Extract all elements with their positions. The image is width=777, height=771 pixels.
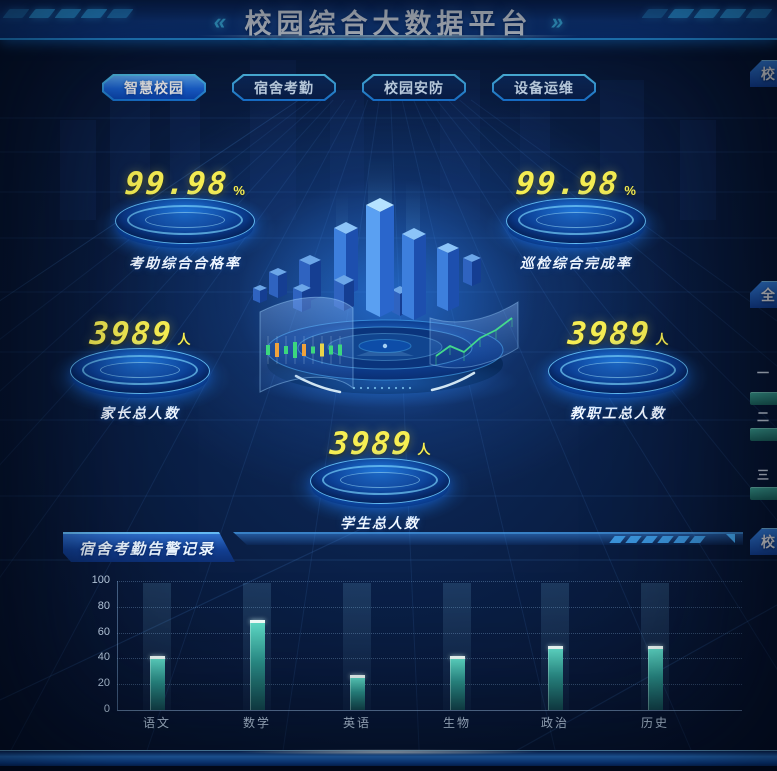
city-3d-visualization — [240, 158, 535, 420]
holo-platform-disc — [526, 338, 710, 410]
left-chevrons-icon: « — [213, 9, 227, 34]
side-panel-tab-top[interactable]: 校 — [750, 60, 777, 87]
tab-campus-security[interactable]: 校园安防 — [362, 74, 466, 101]
dash-icon — [54, 9, 82, 18]
footer-band — [0, 749, 777, 767]
holo-platform-disc — [288, 448, 472, 520]
holo-platform-disc — [93, 188, 277, 260]
holo-platform-disc — [484, 188, 668, 260]
dash-icon — [609, 536, 626, 543]
alarm-panel-title: 宿舍考勤告警记录 — [79, 540, 216, 558]
tab-equipment-ops[interactable]: 设备运维 — [492, 74, 596, 101]
rank-row-text: 三 — [757, 468, 770, 482]
page-title: 校园综合大数据平台 — [244, 9, 533, 39]
tab-smart-campus[interactable]: 智慧校园 — [102, 74, 206, 101]
alarm-panel-title-tab: 宿舍考勤告警记录 — [63, 532, 235, 562]
stat-block-students-total: 3989 人 学生总人数 — [280, 426, 480, 533]
holo-platform-disc — [48, 338, 232, 410]
rank-progress-bar — [750, 428, 777, 441]
dash-icon — [641, 9, 669, 18]
rank-row-text: 二 — [757, 410, 770, 424]
rank-progress-bar — [750, 392, 777, 405]
dash-icon — [28, 9, 56, 18]
dash-icon — [719, 9, 747, 18]
dash-icon — [80, 9, 108, 18]
dash-icon — [625, 536, 642, 543]
dash-icon — [2, 9, 30, 18]
header-dash-decoration-right — [641, 9, 773, 18]
stat-block-staff-total: 3989 人 教职工总人数 — [518, 316, 718, 423]
footer-dark-strip — [0, 766, 777, 771]
stat-block-inspection-rate: 99.98 % 巡检综合完成率 — [476, 166, 676, 273]
dash-icon — [745, 9, 773, 18]
tab-dorm-attendance[interactable]: 宿舍考勤 — [232, 74, 336, 101]
stat-block-parents-total: 3989 人 家长总人数 — [40, 316, 240, 423]
stat-block-attendance-rate: 99.98 % 考助综合合格率 — [85, 166, 285, 273]
panel-notch-icon — [726, 534, 735, 543]
side-panel-tab-middle[interactable]: 全 — [750, 281, 777, 308]
dash-icon — [667, 9, 695, 18]
header-dash-decoration-left — [2, 9, 134, 18]
right-chevrons-icon: » — [550, 9, 564, 34]
dash-icon — [106, 9, 134, 18]
dash-icon — [693, 9, 721, 18]
rank-row-text: 一 — [757, 366, 770, 380]
dash-icon — [657, 536, 674, 543]
rank-progress-bar — [750, 487, 777, 500]
title-row: « 校园综合大数据平台 » — [0, 2, 777, 41]
header-bar: « 校园综合大数据平台 » — [0, 0, 777, 41]
dash-icon — [641, 536, 658, 543]
panel-dash-decoration — [609, 536, 706, 543]
dash-icon — [673, 536, 690, 543]
